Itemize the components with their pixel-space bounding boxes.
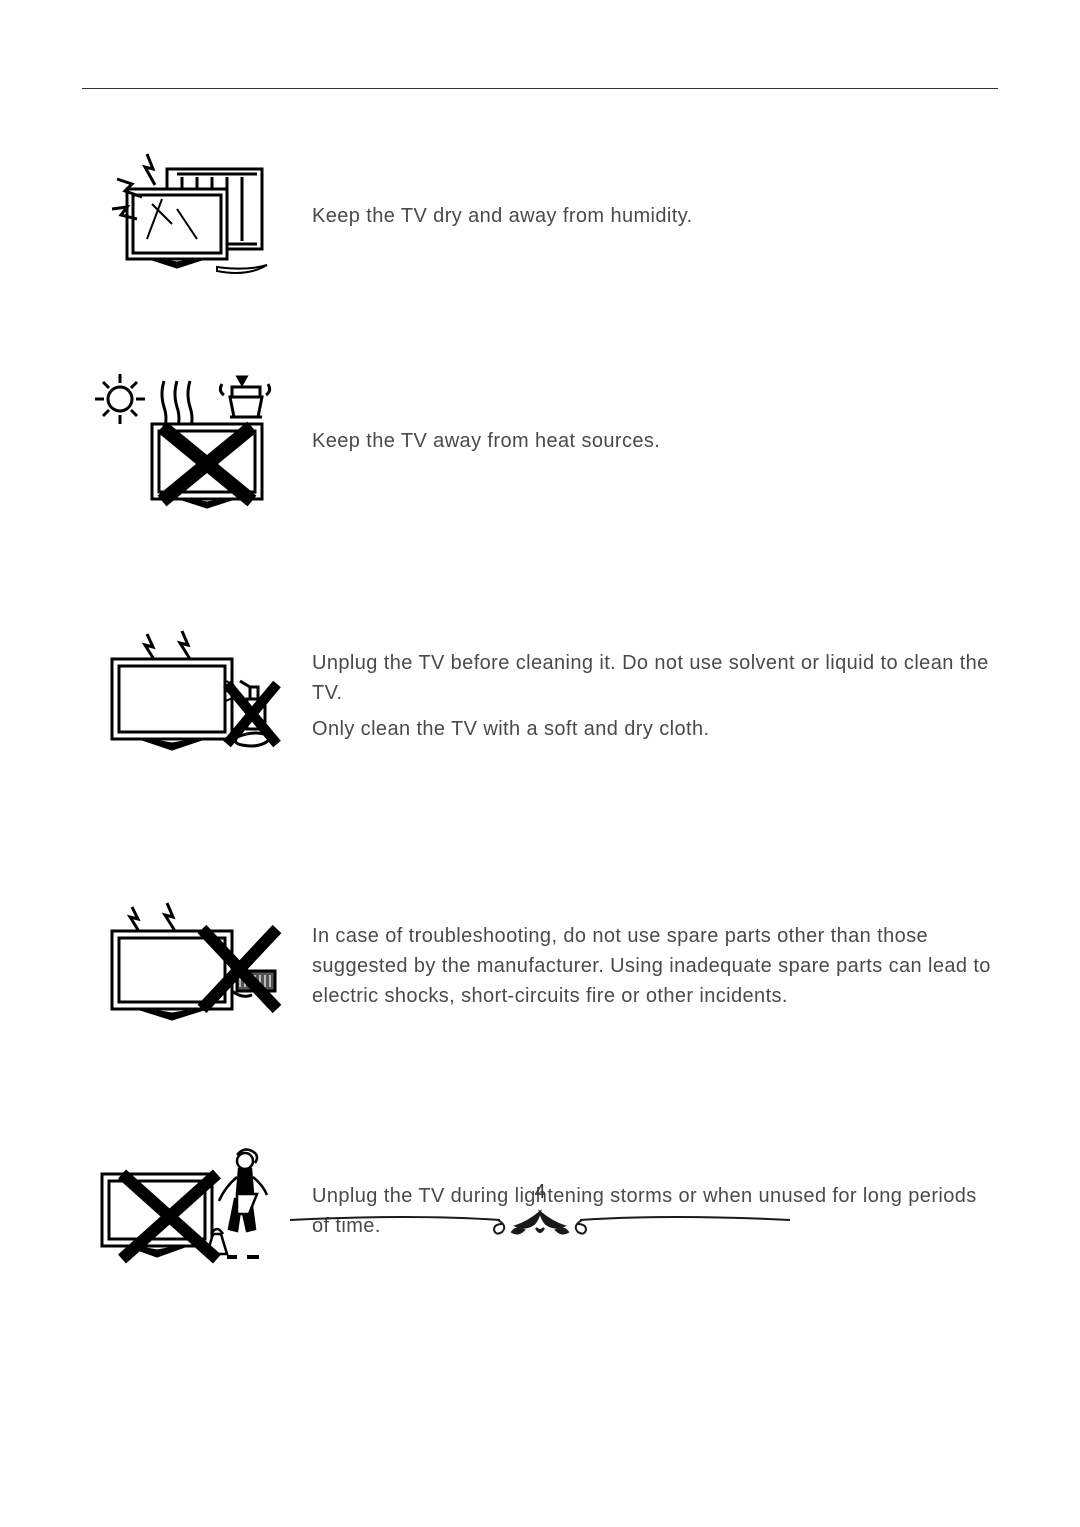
tv-spareparts-icon (82, 899, 292, 1039)
safety-entry: In case of troubleshooting, do not use s… (82, 899, 998, 1039)
safety-line: In case of troubleshooting, do not use s… (312, 921, 998, 1011)
safety-entry: Keep the TV dry and away from humidity. (82, 149, 998, 289)
safety-entry: Keep the TV away from heat sources. (82, 369, 998, 519)
tv-cleaning-icon (82, 629, 292, 769)
page-number: 4 (0, 1181, 1080, 1204)
safety-text: Keep the TV dry and away from humidity. (292, 201, 998, 237)
safety-line: Keep the TV away from heat sources. (312, 426, 998, 456)
safety-text: Unplug the TV before cleaning it. Do not… (292, 648, 998, 750)
safety-text: Keep the TV away from heat sources. (292, 426, 998, 462)
tv-humidity-icon (82, 149, 292, 289)
top-rule (82, 88, 998, 89)
safety-text: In case of troubleshooting, do not use s… (292, 921, 998, 1017)
page-footer: 4 (0, 1181, 1080, 1247)
safety-line: Unplug the TV before cleaning it. Do not… (312, 648, 998, 708)
safety-line: Keep the TV dry and away from humidity. (312, 201, 998, 231)
safety-line: Only clean the TV with a soft and dry cl… (312, 714, 998, 744)
tv-heat-icon (82, 369, 292, 519)
manual-page: Keep the TV dry and away from humidity. (0, 0, 1080, 1289)
footer-ornament-icon (280, 1206, 800, 1247)
safety-entry: Unplug the TV before cleaning it. Do not… (82, 629, 998, 769)
